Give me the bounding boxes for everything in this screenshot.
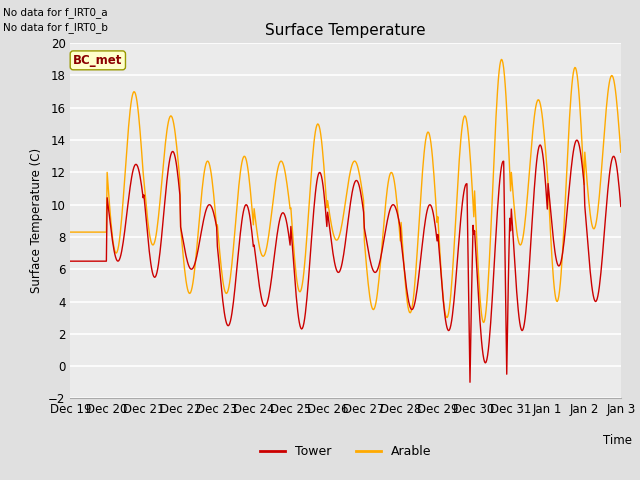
- Text: No data for f_IRT0_a: No data for f_IRT0_a: [3, 7, 108, 18]
- Y-axis label: Surface Temperature (C): Surface Temperature (C): [29, 148, 43, 293]
- Title: Surface Temperature: Surface Temperature: [266, 23, 426, 38]
- Text: No data for f_IRT0_b: No data for f_IRT0_b: [3, 22, 108, 33]
- X-axis label: Time: Time: [603, 434, 632, 447]
- Legend: Tower, Arable: Tower, Arable: [255, 440, 436, 463]
- Text: BC_met: BC_met: [73, 54, 122, 67]
